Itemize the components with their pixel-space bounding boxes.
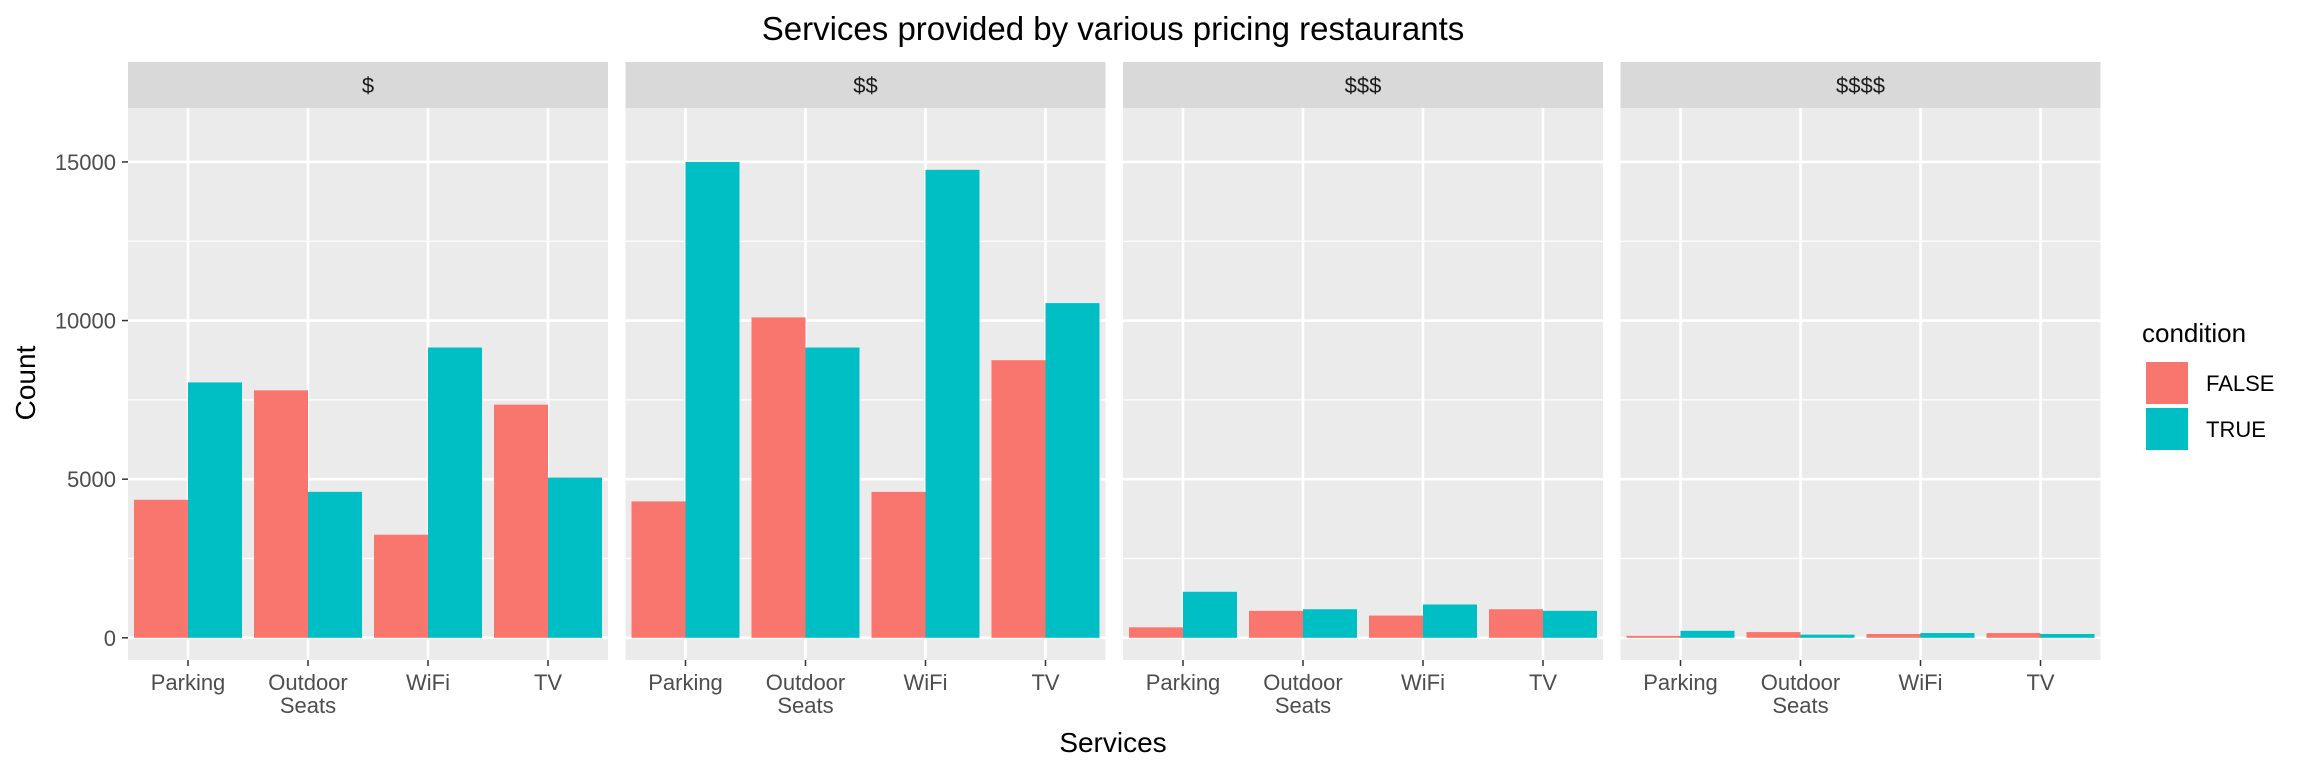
x-tick-label: WiFi — [1899, 670, 1943, 695]
facet-strip — [625, 62, 1106, 108]
x-tick-label: Outdoor — [766, 670, 846, 695]
y-tick-label: 15000 — [55, 150, 116, 175]
panel-background — [1620, 108, 2101, 660]
bar-true — [188, 382, 242, 638]
bar-false — [871, 491, 926, 638]
bar-false — [991, 360, 1046, 638]
bar-false — [1986, 633, 2041, 638]
x-tick-label: Outdoor — [1761, 670, 1841, 695]
facet-strip — [1123, 62, 1603, 108]
legend-label-false: FALSE — [2206, 371, 2274, 396]
x-tick-label: Parking — [1643, 670, 1718, 695]
bar-true — [1543, 610, 1597, 638]
bar-true — [1423, 604, 1477, 638]
y-tick-label: 5000 — [67, 467, 116, 492]
facet-strip — [1620, 62, 2101, 108]
y-axis-title: Count — [10, 345, 41, 420]
bar-false — [1129, 627, 1183, 638]
bar-true — [805, 347, 860, 638]
bar-false — [254, 390, 308, 638]
chart-title: Services provided by various pricing res… — [762, 10, 1465, 47]
x-tick-label: Parking — [151, 670, 226, 695]
bar-false — [1249, 610, 1303, 638]
bar-true — [428, 347, 482, 638]
bar-true — [1183, 591, 1237, 638]
x-tick-label: WiFi — [904, 670, 948, 695]
bar-true — [1680, 630, 1735, 638]
bar-true — [1800, 634, 1855, 638]
bar-false — [1626, 635, 1681, 638]
x-tick-label: TV — [534, 670, 562, 695]
legend-key-true — [2146, 408, 2188, 450]
bar-false — [1489, 609, 1543, 638]
x-tick-label: Outdoor — [1263, 670, 1343, 695]
facet-strip — [128, 62, 608, 108]
legend-key-false — [2146, 362, 2188, 404]
bar-false — [631, 501, 686, 638]
x-axis-title: Services — [1059, 727, 1166, 758]
x-tick-label: Seats — [1772, 693, 1828, 718]
bar-true — [308, 491, 362, 638]
bar-true — [1303, 609, 1357, 638]
x-tick-label: TV — [1031, 670, 1059, 695]
bar-false — [1746, 632, 1801, 638]
facet-strip-label: $$$$ — [1836, 73, 1885, 98]
facet-strip-label: $$ — [853, 73, 877, 98]
legend-label-true: TRUE — [2206, 417, 2266, 442]
x-tick-label: Seats — [777, 693, 833, 718]
x-tick-label: Seats — [280, 693, 336, 718]
bar-false — [374, 534, 428, 638]
bar-false — [1866, 633, 1921, 638]
legend-title: condition — [2142, 318, 2246, 348]
x-tick-label: Outdoor — [268, 670, 348, 695]
facet-strip-label: $$$ — [1345, 73, 1382, 98]
bar-true — [685, 161, 740, 638]
y-tick-label: 0 — [104, 626, 116, 651]
bar-true — [925, 169, 980, 638]
x-tick-label: WiFi — [406, 670, 450, 695]
legend: condition FALSE TRUE — [2142, 318, 2274, 450]
bar-true — [2040, 633, 2095, 638]
x-tick-label: Parking — [1146, 670, 1221, 695]
bar-false — [751, 317, 806, 638]
bar-true — [548, 477, 602, 638]
panel-background — [1123, 108, 1603, 660]
bar-true — [1920, 633, 1975, 638]
facet-strip-label: $ — [362, 73, 374, 98]
bar-false — [494, 404, 548, 638]
bar-false — [1369, 615, 1423, 638]
x-tick-label: TV — [2026, 670, 2054, 695]
x-tick-label: TV — [1529, 670, 1557, 695]
x-tick-label: Seats — [1275, 693, 1331, 718]
bar-false — [134, 499, 188, 638]
bar-true — [1045, 303, 1100, 638]
y-tick-label: 10000 — [55, 309, 116, 334]
x-tick-label: WiFi — [1401, 670, 1445, 695]
x-tick-label: Parking — [648, 670, 723, 695]
